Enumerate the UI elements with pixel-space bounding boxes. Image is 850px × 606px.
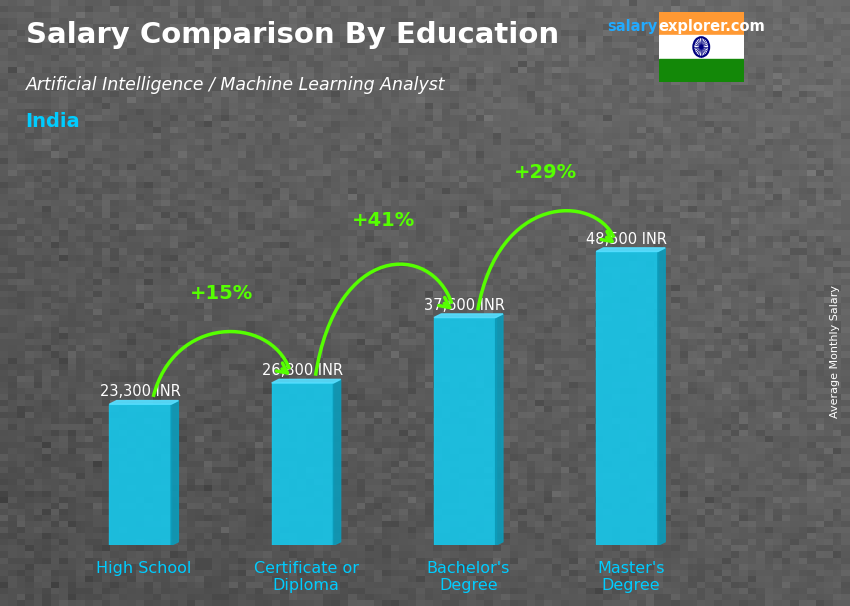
Polygon shape [333, 379, 341, 545]
Bar [596, 251, 658, 545]
Bar [434, 318, 496, 545]
Text: +41%: +41% [352, 211, 416, 230]
Bar [659, 59, 744, 82]
Text: 48,500 INR: 48,500 INR [586, 231, 667, 247]
Text: Artificial Intelligence / Machine Learning Analyst: Artificial Intelligence / Machine Learni… [26, 76, 445, 94]
Bar [272, 383, 333, 545]
Text: High School: High School [96, 561, 191, 576]
Circle shape [700, 45, 703, 48]
Bar [659, 12, 744, 35]
Polygon shape [596, 248, 666, 251]
Text: Certificate or
Diploma: Certificate or Diploma [253, 561, 359, 593]
Text: Average Monthly Salary: Average Monthly Salary [830, 285, 840, 418]
Polygon shape [272, 379, 341, 383]
Text: Salary Comparison By Education: Salary Comparison By Education [26, 21, 558, 49]
Text: salary: salary [608, 19, 658, 35]
Text: 23,300 INR: 23,300 INR [99, 384, 180, 399]
Bar [110, 404, 171, 545]
Bar [659, 35, 744, 59]
Text: Bachelor's
Degree: Bachelor's Degree [427, 561, 510, 593]
Polygon shape [658, 248, 666, 545]
Text: 26,800 INR: 26,800 INR [262, 363, 343, 378]
Polygon shape [496, 314, 503, 545]
Polygon shape [171, 401, 178, 545]
Text: Master's
Degree: Master's Degree [597, 561, 665, 593]
Text: +15%: +15% [190, 284, 253, 303]
Polygon shape [110, 401, 178, 404]
Text: +29%: +29% [514, 163, 577, 182]
Polygon shape [434, 314, 503, 318]
Text: India: India [26, 112, 80, 131]
Text: explorer.com: explorer.com [658, 19, 765, 35]
Text: 37,600 INR: 37,600 INR [424, 298, 505, 313]
